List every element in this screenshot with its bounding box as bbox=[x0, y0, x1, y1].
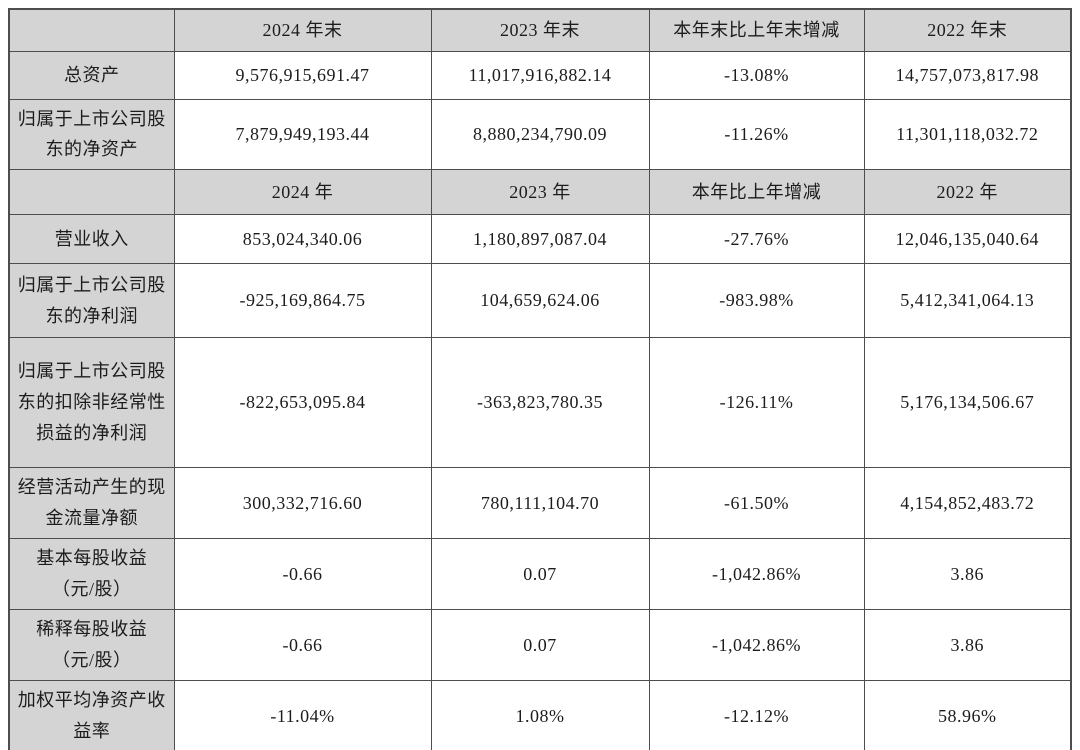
cell-label: 归属于上市公司股东的扣除非经常性损益的净利润 bbox=[8, 337, 175, 469]
cell-2024: -11.04% bbox=[173, 680, 432, 750]
cell-change: -13.08% bbox=[648, 50, 865, 100]
header-row-period-end: 2024 年末 2023 年末 本年末比上年末增减 2022 年末 bbox=[8, 8, 1072, 52]
cell-label: 稀释每股收益（元/股） bbox=[8, 609, 175, 682]
cell-2024: 300,332,716.60 bbox=[173, 467, 432, 540]
cell-2024: -0.66 bbox=[173, 609, 432, 682]
cell-label: 归属于上市公司股东的净利润 bbox=[8, 263, 175, 339]
cell-change: -61.50% bbox=[648, 467, 865, 540]
row-weighted-avg-roe: 加权平均净资产收益率 -11.04% 1.08% -12.12% 58.96% bbox=[8, 680, 1072, 750]
header-2022-year-end: 2022 年末 bbox=[863, 8, 1072, 52]
cell-2023: 0.07 bbox=[430, 538, 650, 611]
cell-label: 总资产 bbox=[8, 50, 175, 100]
cell-2024: -925,169,864.75 bbox=[173, 263, 432, 339]
cell-change: -1,042.86% bbox=[648, 538, 865, 611]
cell-2024: -822,653,095.84 bbox=[173, 337, 432, 469]
cell-change: -27.76% bbox=[648, 214, 865, 265]
cell-2023: -363,823,780.35 bbox=[430, 337, 650, 469]
financial-summary-table: 2024 年末 2023 年末 本年末比上年末增减 2022 年末 总资产 9,… bbox=[8, 8, 1072, 750]
row-operating-cash-flow: 经营活动产生的现金流量净额 300,332,716.60 780,111,104… bbox=[8, 467, 1072, 540]
cell-2023: 104,659,624.06 bbox=[430, 263, 650, 339]
cell-change: -126.11% bbox=[648, 337, 865, 469]
cell-2023: 8,880,234,790.09 bbox=[430, 98, 650, 171]
cell-change: -11.26% bbox=[648, 98, 865, 171]
row-net-profit: 归属于上市公司股东的净利润 -925,169,864.75 104,659,62… bbox=[8, 263, 1072, 339]
cell-2023: 780,111,104.70 bbox=[430, 467, 650, 540]
header-2024-year-end: 2024 年末 bbox=[173, 8, 432, 52]
cell-change: -12.12% bbox=[648, 680, 865, 750]
header-yoy-change-year-end: 本年末比上年末增减 bbox=[648, 8, 865, 52]
cell-2024: 9,576,915,691.47 bbox=[173, 50, 432, 100]
row-net-profit-excl-nonrecurring: 归属于上市公司股东的扣除非经常性损益的净利润 -822,653,095.84 -… bbox=[8, 337, 1072, 469]
cell-2023: 0.07 bbox=[430, 609, 650, 682]
cell-2022: 11,301,118,032.72 bbox=[863, 98, 1072, 171]
row-revenue: 营业收入 853,024,340.06 1,180,897,087.04 -27… bbox=[8, 214, 1072, 265]
cell-2022: 58.96% bbox=[863, 680, 1072, 750]
header-2023-year-end: 2023 年末 bbox=[430, 8, 650, 52]
header-empty-cell bbox=[8, 8, 175, 52]
cell-2022: 12,046,135,040.64 bbox=[863, 214, 1072, 265]
cell-2022: 4,154,852,483.72 bbox=[863, 467, 1072, 540]
cell-2022: 5,412,341,064.13 bbox=[863, 263, 1072, 339]
cell-label: 经营活动产生的现金流量净额 bbox=[8, 467, 175, 540]
header-2024-year: 2024 年 bbox=[173, 169, 432, 216]
row-net-assets: 归属于上市公司股东的净资产 7,879,949,193.44 8,880,234… bbox=[8, 98, 1072, 171]
header-row-period: 2024 年 2023 年 本年比上年增减 2022 年 bbox=[8, 169, 1072, 216]
cell-2022: 3.86 bbox=[863, 609, 1072, 682]
cell-label: 归属于上市公司股东的净资产 bbox=[8, 98, 175, 171]
cell-change: -1,042.86% bbox=[648, 609, 865, 682]
cell-2024: 7,879,949,193.44 bbox=[173, 98, 432, 171]
cell-2023: 1.08% bbox=[430, 680, 650, 750]
header-2022-year: 2022 年 bbox=[863, 169, 1072, 216]
cell-2023: 1,180,897,087.04 bbox=[430, 214, 650, 265]
cell-2024: -0.66 bbox=[173, 538, 432, 611]
cell-2022: 14,757,073,817.98 bbox=[863, 50, 1072, 100]
cell-2022: 5,176,134,506.67 bbox=[863, 337, 1072, 469]
row-total-assets: 总资产 9,576,915,691.47 11,017,916,882.14 -… bbox=[8, 50, 1072, 100]
cell-change: -983.98% bbox=[648, 263, 865, 339]
row-basic-eps: 基本每股收益（元/股） -0.66 0.07 -1,042.86% 3.86 bbox=[8, 538, 1072, 611]
header-empty-cell bbox=[8, 169, 175, 216]
cell-2023: 11,017,916,882.14 bbox=[430, 50, 650, 100]
cell-label: 加权平均净资产收益率 bbox=[8, 680, 175, 750]
cell-2024: 853,024,340.06 bbox=[173, 214, 432, 265]
row-diluted-eps: 稀释每股收益（元/股） -0.66 0.07 -1,042.86% 3.86 bbox=[8, 609, 1072, 682]
cell-label: 营业收入 bbox=[8, 214, 175, 265]
cell-2022: 3.86 bbox=[863, 538, 1072, 611]
header-yoy-change-year: 本年比上年增减 bbox=[648, 169, 865, 216]
cell-label: 基本每股收益（元/股） bbox=[8, 538, 175, 611]
header-2023-year: 2023 年 bbox=[430, 169, 650, 216]
